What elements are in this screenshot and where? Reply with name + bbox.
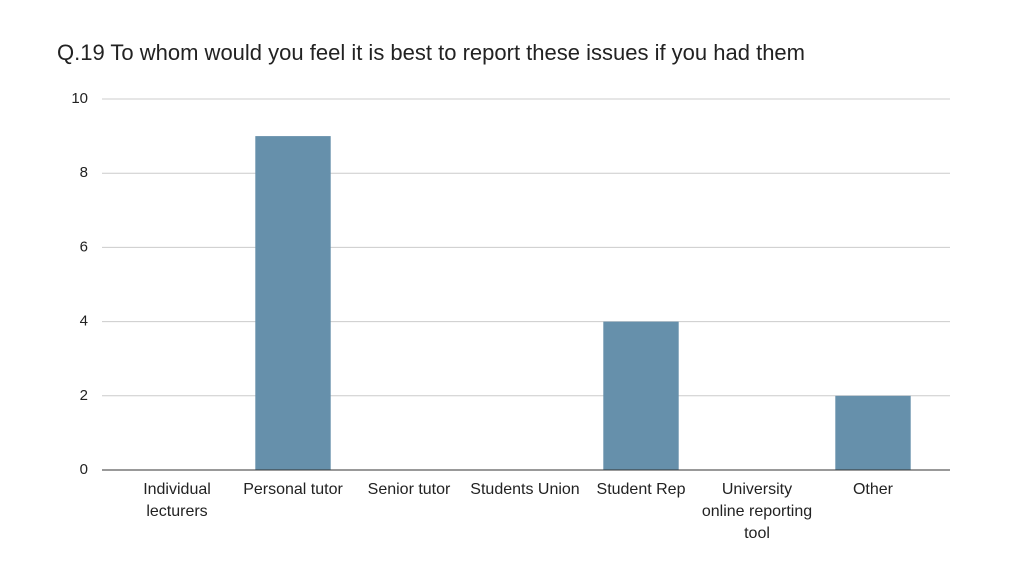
x-tick-label: Other bbox=[852, 481, 893, 498]
x-tick-label: Student Rep bbox=[596, 481, 686, 498]
y-tick-label: 8 bbox=[80, 164, 88, 181]
bar bbox=[255, 136, 331, 470]
y-tick-label: 10 bbox=[71, 90, 88, 107]
y-tick-label: 4 bbox=[80, 313, 88, 330]
x-tick-label: University online reporting tool bbox=[701, 481, 813, 542]
x-tick-label: Personal tutor bbox=[243, 481, 343, 498]
x-tick-label: Students Union bbox=[470, 481, 580, 498]
chart-title: Q.19 To whom would you feel it is best t… bbox=[57, 40, 805, 65]
y-tick-label: 2 bbox=[80, 387, 88, 404]
bar bbox=[603, 321, 679, 470]
x-tick-label: Individual lecturers bbox=[143, 481, 211, 520]
y-tick-label: 6 bbox=[80, 238, 88, 255]
x-tick-label: Senior tutor bbox=[367, 481, 451, 498]
bar bbox=[835, 395, 911, 470]
y-tick-label: 0 bbox=[80, 461, 88, 478]
